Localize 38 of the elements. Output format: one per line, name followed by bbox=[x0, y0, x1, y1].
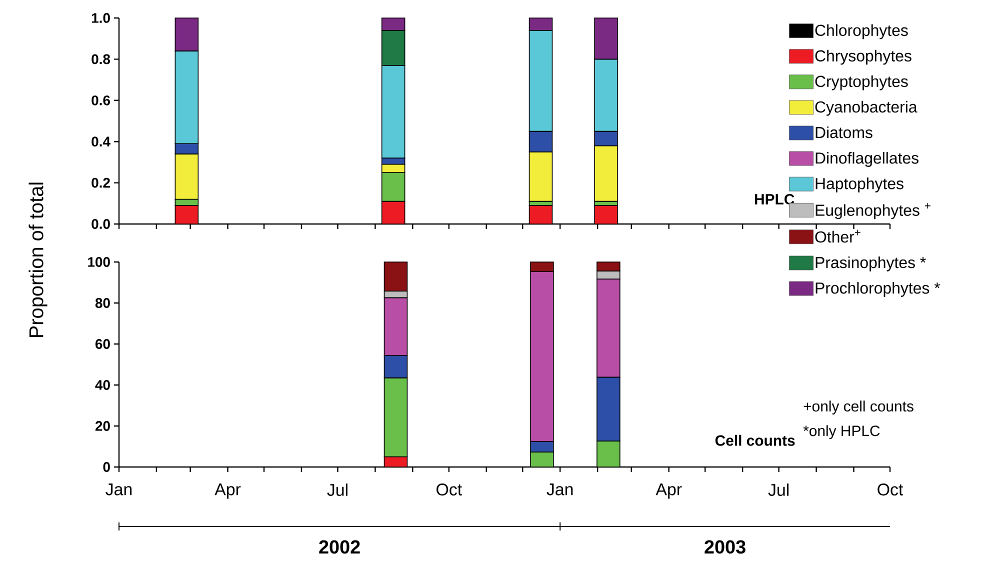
y-tick-label: 40 bbox=[95, 380, 110, 390]
legend-label: Dinoflagellates bbox=[816, 152, 918, 167]
y-tick-label: 80 bbox=[95, 298, 110, 308]
x-tick-label: Apr bbox=[214, 484, 241, 499]
x-tick-label: Jan bbox=[546, 484, 573, 496]
legend-label: Diatoms bbox=[816, 126, 872, 138]
text: 2003 bbox=[704, 540, 746, 554]
y-tick-label: 100 bbox=[88, 257, 110, 267]
x-tick-label: Jul bbox=[768, 484, 789, 496]
legend-label: Prochlorophytes * bbox=[816, 282, 940, 297]
y-tick-label: 0.8 bbox=[92, 54, 110, 64]
x-tick-label: Oct bbox=[436, 484, 462, 496]
legend-label: Chrysophytes bbox=[815, 50, 912, 65]
y-tick-label: 20 bbox=[95, 421, 110, 431]
y-tick-label: 0.6 bbox=[92, 95, 110, 106]
x-tick-label: Apr bbox=[656, 484, 682, 499]
annotation: *only HPLC bbox=[803, 425, 880, 440]
y-axis-title: Proportion of total bbox=[28, 182, 48, 337]
legend-label: Haptophytes bbox=[816, 178, 904, 192]
y-tick-label: 0.0 bbox=[92, 219, 110, 229]
x-tick-label: Jan bbox=[106, 484, 132, 496]
legend-label: Euglenophytes $^{+}$ bbox=[816, 203, 930, 220]
annotation: Cell counts bbox=[715, 434, 795, 446]
text: 2002 bbox=[319, 540, 360, 554]
y-tick-label: 0 bbox=[103, 462, 110, 472]
annotation: +only cell counts bbox=[804, 400, 914, 415]
legend-label: Cryptophytes bbox=[815, 75, 908, 90]
y-tick-label: 1.0 bbox=[92, 13, 110, 23]
legend-label: Chlorophytes bbox=[815, 24, 908, 40]
legend-label: Prasinophytes * bbox=[816, 256, 926, 272]
x-tick-label: Jul bbox=[327, 484, 348, 496]
annotation: HPLC bbox=[755, 194, 794, 205]
x-tick-label: Oct bbox=[878, 484, 904, 496]
legend-label: Other$^{+}$ bbox=[815, 230, 860, 243]
y-tick-label: 0.4 bbox=[92, 136, 110, 147]
legend-label: Cyanobacteria bbox=[815, 100, 918, 116]
y-tick-label: 60 bbox=[95, 339, 110, 349]
y-tick-label: 0.2 bbox=[92, 178, 110, 188]
